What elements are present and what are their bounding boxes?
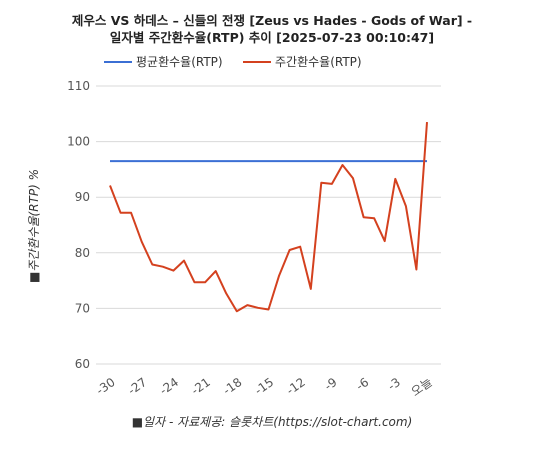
series-line (109, 122, 428, 313)
y-tick-label: 70 (75, 301, 90, 315)
x-tick-label: -24 (157, 375, 181, 398)
x-tick-label: -18 (220, 375, 244, 398)
y-tick-label: 60 (75, 357, 90, 371)
x-tick-label: -12 (284, 375, 308, 398)
legend-label: 평균환수율(RTP) (136, 55, 223, 69)
y-tick-label: 90 (75, 190, 90, 204)
x-tick-label: -6 (353, 375, 371, 393)
chart-title: 제우스 VS 하데스 – 신들의 전쟁 [Zeus vs Hades - God… (0, 12, 544, 46)
y-axis-label: ■주간환수율(RTP) % (27, 169, 41, 283)
y-tick-label: 80 (75, 246, 90, 260)
grid-lines (96, 85, 441, 365)
chart-title-line2: 일자별 주간환수율(RTP) 추이 [2025-07-23 00:10:47] (109, 30, 435, 45)
x-tick-label: -15 (252, 375, 276, 398)
legend-label: 주간환수율(RTP) (275, 55, 362, 69)
x-tick-label: -30 (94, 375, 118, 398)
x-axis-label: ■일자 - 자료제공: 슬롯차트(https://slot-chart.com) (132, 415, 413, 429)
x-tick-label: 오늘 (409, 375, 435, 399)
series-lines (109, 122, 428, 313)
x-tick-label: -9 (322, 375, 340, 393)
x-tick-labels: -30 -27 -24 -21 -18 -15 -12 -9 -6 -3 오늘 (94, 375, 435, 399)
x-tick-label: -21 (189, 375, 213, 398)
legend: 평균환수율(RTP) 주간환수율(RTP) (104, 55, 362, 69)
y-tick-label: 100 (67, 135, 90, 149)
y-tick-labels: 60 70 80 90 100 110 (67, 79, 90, 371)
y-tick-label: 110 (67, 79, 90, 93)
chart-title-line1: 제우스 VS 하데스 – 신들의 전쟁 [Zeus vs Hades - God… (71, 13, 473, 28)
x-tick-label: -27 (125, 375, 149, 398)
x-tick-label: -3 (385, 375, 403, 393)
